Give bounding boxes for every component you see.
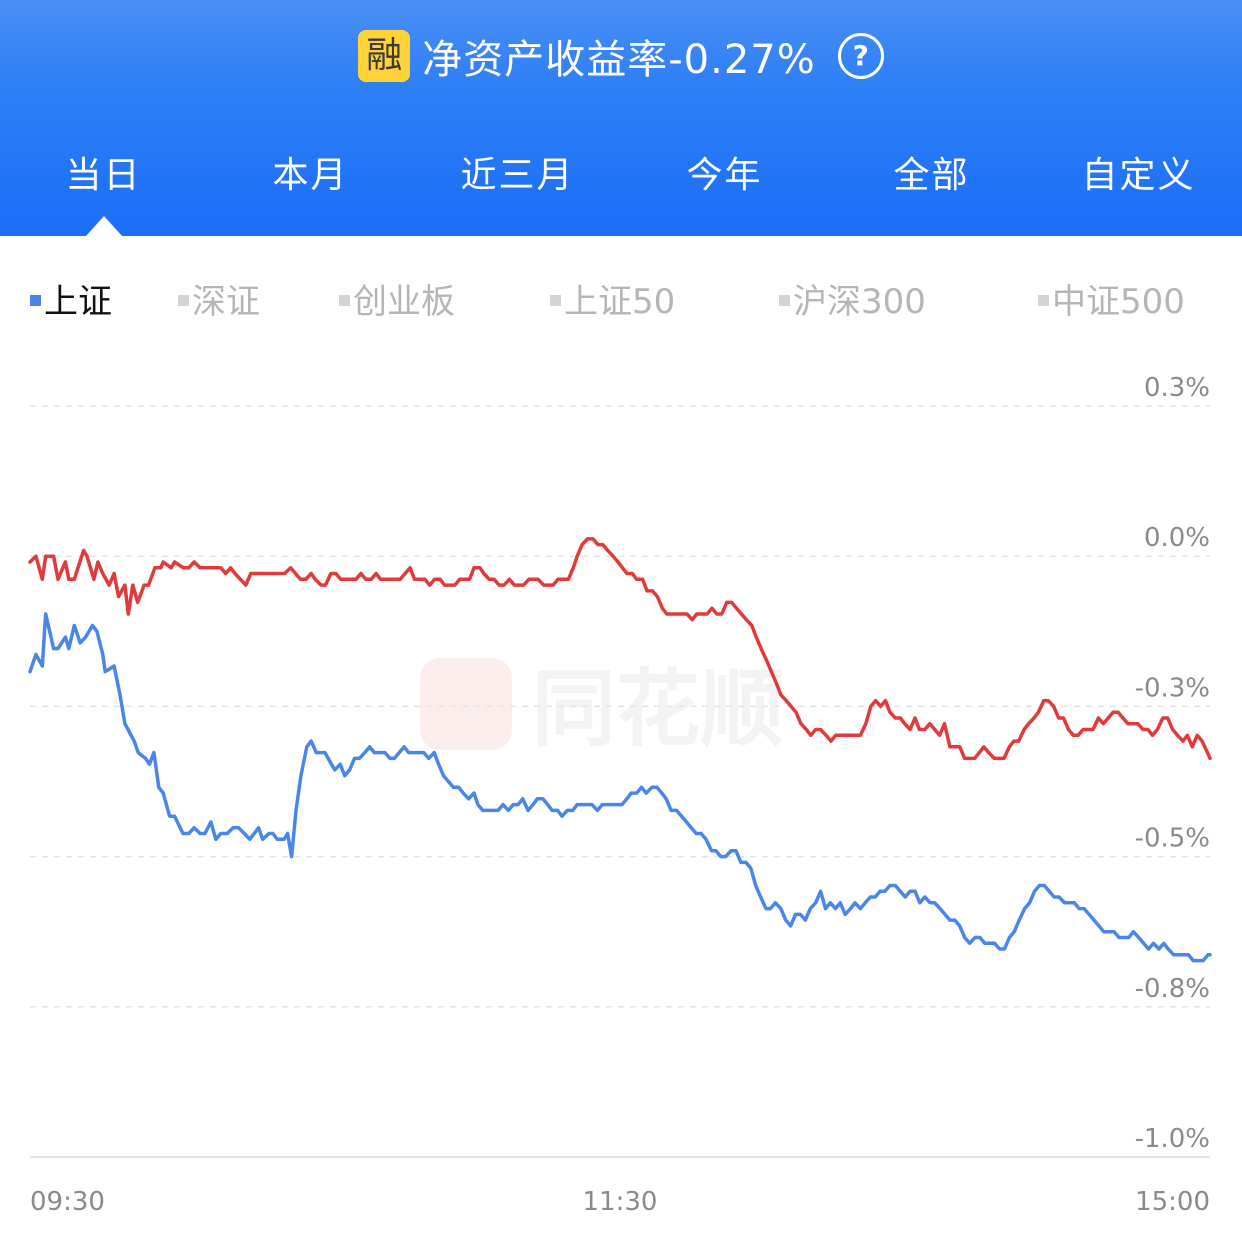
y-tick-label: -0.3%	[1135, 673, 1210, 703]
roe-summary: 融 净资产收益率-0.27% ?	[0, 26, 1242, 86]
grid	[30, 405, 1210, 1158]
x-tick-label: 09:30	[30, 1187, 105, 1217]
index-tab-label: 中证500	[1052, 282, 1185, 322]
y-tick-label: -1.0%	[1135, 1124, 1210, 1154]
account-return-line	[28, 537, 1212, 761]
index-return-line	[28, 612, 1212, 963]
roe-label: 净资产收益率-0.27%	[422, 37, 816, 83]
series	[28, 537, 1212, 963]
y-tick-label: -0.5%	[1135, 824, 1210, 854]
legend-dot	[779, 295, 790, 306]
tab-month[interactable]: 本月	[272, 155, 349, 196]
index-tab-chinext[interactable]: 创业板	[339, 270, 455, 334]
watermark-text: 同花顺	[532, 660, 784, 758]
tab-all[interactable]: 全部	[893, 155, 970, 196]
tab-today[interactable]: 当日	[65, 155, 142, 196]
watermark: 同花顺	[420, 658, 784, 758]
help-icon[interactable]: ?	[837, 33, 884, 79]
index-tab-label: 沪深300	[793, 282, 926, 322]
active-tab-pointer	[86, 216, 122, 236]
watermark-logo-icon	[420, 658, 512, 750]
index-tab-label: 深证	[192, 282, 260, 322]
tab-this-year[interactable]: 今年	[686, 155, 763, 196]
index-tab-label: 创业板	[353, 282, 455, 322]
x-axis-labels: 09:30 11:30 15:00	[30, 1187, 1210, 1217]
index-tab-sse[interactable]: 上证	[30, 270, 112, 334]
index-tab-csi300[interactable]: 沪深300	[779, 270, 926, 334]
index-tab-csi500[interactable]: 中证500	[1038, 270, 1185, 334]
index-tabs: 上证 深证 创业板 上证50 沪深300 中证500	[0, 270, 1242, 334]
index-tab-label: 上证	[44, 282, 112, 322]
index-tab-label: 上证50	[564, 282, 676, 322]
tab-custom[interactable]: 自定义	[1081, 155, 1196, 196]
legend-dot	[1038, 295, 1049, 306]
legend-dot	[339, 295, 350, 306]
y-tick-label: -0.8%	[1135, 974, 1210, 1004]
index-tab-szse[interactable]: 深证	[178, 270, 260, 334]
x-tick-label: 15:00	[1135, 1187, 1210, 1217]
tab-three-months[interactable]: 近三月	[460, 155, 575, 196]
y-axis-labels: 0.3% 0.0% -0.3% -0.5% -0.8% -1.0%	[1135, 373, 1210, 1154]
x-tick-label: 11:30	[583, 1187, 658, 1217]
index-tab-sse50[interactable]: 上证50	[550, 270, 675, 334]
legend-dot	[30, 295, 41, 306]
y-tick-label: 0.3%	[1144, 373, 1210, 403]
legend-dot	[550, 295, 561, 306]
y-tick-label: 0.0%	[1144, 523, 1210, 553]
header-bar: 融 净资产收益率-0.27% ? 当日 本月 近三月 今年 全部 自定义	[0, 0, 1242, 236]
legend-dot	[178, 295, 189, 306]
period-tabs: 当日 本月 近三月 今年 全部 自定义	[0, 140, 1242, 212]
margin-badge: 融	[358, 30, 411, 82]
